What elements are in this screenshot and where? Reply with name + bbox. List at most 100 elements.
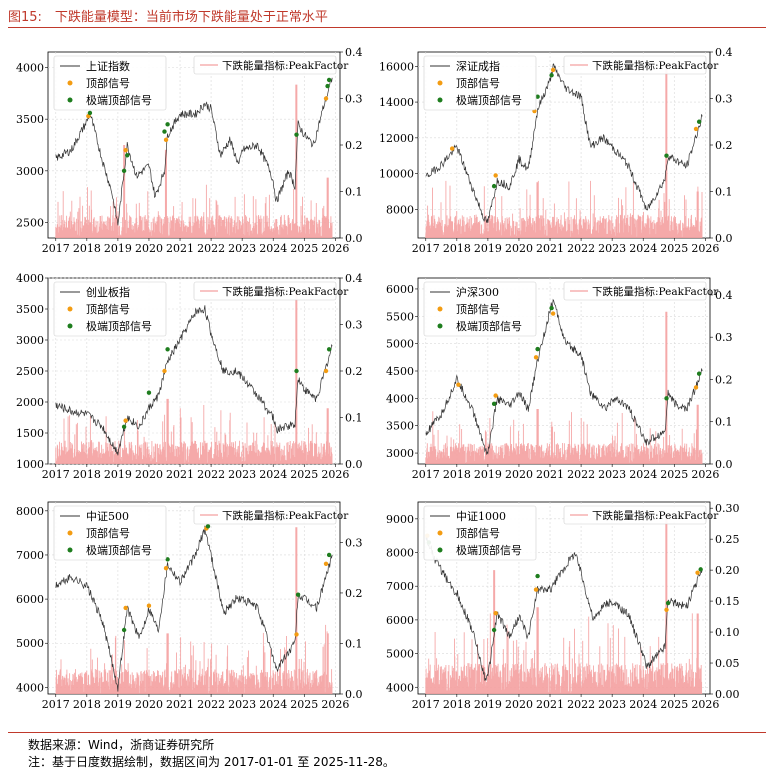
- x-tick-label: 2025: [290, 698, 318, 711]
- y2-tick-label: 0.2: [345, 587, 363, 600]
- top-signal-point: [695, 570, 700, 575]
- legend-price-label: 深证成指: [456, 59, 500, 73]
- x-tick-label: 2017: [42, 242, 70, 255]
- y-tick-label: 2500: [16, 217, 44, 230]
- x-tick-label: 2023: [228, 468, 256, 481]
- x-tick-label: 2017: [412, 698, 440, 711]
- y2-tick-label: 0.1: [715, 186, 733, 199]
- extreme-signal-point: [87, 110, 93, 116]
- legend-box: [423, 281, 537, 337]
- x-tick-label: 2017: [412, 242, 440, 255]
- x-tick-label: 2021: [536, 468, 564, 481]
- legend-price-label: 中证500: [86, 510, 129, 523]
- x-tick-label: 2025: [660, 698, 688, 711]
- y2-tick-label: 0.2: [715, 139, 733, 152]
- x-tick-label: 2026: [691, 698, 719, 711]
- extreme-signal-point: [696, 371, 702, 376]
- x-tick-label: 2023: [228, 242, 256, 255]
- x-tick-label: 2021: [166, 242, 194, 255]
- extreme-signal-point: [326, 552, 332, 558]
- x-tick-label: 2022: [567, 242, 595, 255]
- x-tick-label: 2024: [259, 468, 287, 481]
- y-tick-label: 12000: [379, 132, 414, 145]
- chart-grid: 2017 2018 2019 2020 2021 2022 2023 2024 2025 2026…: [16, 46, 740, 711]
- extreme-signal-point: [549, 73, 554, 78]
- y-tick-label: 16000: [379, 60, 414, 73]
- series-area: [55, 292, 333, 464]
- y2-tick-label: 0.20: [715, 564, 740, 577]
- legend-box-factor: [563, 281, 707, 301]
- peakfactor-bars: [425, 311, 703, 464]
- y-tick-label: 2000: [16, 396, 44, 409]
- extreme-signal-point: [121, 168, 127, 174]
- legend-box: [53, 281, 167, 337]
- y-tick-label: 8000: [386, 203, 414, 216]
- legend-price-label: 上证指数: [86, 59, 130, 73]
- y-tick-label: 5000: [386, 338, 414, 351]
- y2-tick-label: 0.4: [715, 46, 733, 59]
- top-signal-point: [146, 603, 152, 608]
- y-tick-label: 3500: [386, 420, 414, 433]
- extreme-signal-point: [326, 77, 332, 83]
- extreme-signal-point: [549, 305, 554, 311]
- chart-panel: 2017 2018 2019 2020 2021 2022 2023 2024 2025 2026…: [16, 501, 363, 711]
- legend-extreme-label: 极端顶部信号: [456, 93, 522, 107]
- series-area: [55, 77, 333, 238]
- y2-tick-label: 0.3: [345, 536, 363, 549]
- title-rule: [8, 27, 766, 28]
- top-signal-point: [533, 587, 539, 592]
- extreme-signal-point: [326, 347, 332, 352]
- x-tick-label: 2023: [598, 468, 626, 481]
- x-tick-label: 2019: [474, 468, 502, 481]
- x-tick-label: 2023: [598, 698, 626, 711]
- x-tick-label: 2018: [73, 468, 101, 481]
- extreme-signal-point: [491, 401, 497, 407]
- y-tick-label: 5000: [386, 648, 414, 661]
- legend-box-factor: [193, 505, 337, 525]
- x-tick-label: 2024: [629, 468, 657, 481]
- legend-top-swatch: [67, 306, 73, 312]
- legend-price-label: 创业板指: [86, 285, 130, 299]
- legend-extreme-swatch: [437, 547, 443, 553]
- y2-tick-label: 0.4: [715, 289, 733, 302]
- legend-box: [53, 505, 167, 561]
- x-tick-label: 2023: [228, 698, 256, 711]
- x-tick-label: 2018: [443, 242, 471, 255]
- peakfactor-bars: [425, 66, 703, 238]
- x-tick-label: 2019: [104, 698, 132, 711]
- chart-panel: 2017 2018 2019 2020 2021 2022 2023 2024 2025 2026…: [16, 46, 363, 255]
- top-signal-point: [449, 146, 455, 151]
- y2-tick-label: 0.00: [715, 688, 740, 701]
- top-signal-point: [533, 355, 539, 360]
- y-tick-label: 3000: [16, 165, 44, 178]
- extreme-signal-point: [295, 592, 301, 597]
- top-signal-point: [693, 126, 699, 132]
- y2-tick-label: 0.05: [715, 657, 740, 670]
- x-tick-label: 2025: [290, 468, 318, 481]
- extreme-signal-point: [146, 390, 152, 395]
- extreme-signal-point: [294, 368, 299, 374]
- y2-tick-label: 0.4: [345, 272, 363, 285]
- top-signal-point: [323, 368, 329, 374]
- y-tick-label: 4000: [386, 681, 414, 694]
- top-signal-point: [693, 385, 699, 390]
- top-signal-point: [323, 96, 329, 101]
- legend-box-factor: [563, 55, 707, 75]
- x-tick-label: 2024: [629, 242, 657, 255]
- x-tick-label: 2018: [443, 698, 471, 711]
- top-signal-point: [123, 147, 128, 153]
- legend-top-swatch: [437, 80, 443, 86]
- top-signal-point: [493, 393, 498, 398]
- legend-factor-label: 下跌能量指标:PeakFactor: [592, 509, 719, 522]
- y-tick-label: 7000: [16, 549, 44, 562]
- legend-extreme-label: 极端顶部信号: [86, 543, 152, 557]
- y-tick-label: 4000: [386, 392, 414, 405]
- y-tick-label: 3500: [16, 303, 44, 316]
- price-series-line: [425, 63, 703, 223]
- y-tick-label: 1000: [16, 458, 44, 471]
- x-tick-label: 2017: [42, 468, 70, 481]
- top-signal-point: [163, 137, 169, 143]
- legend-extreme-swatch: [437, 97, 443, 103]
- x-tick-label: 2017: [412, 468, 440, 481]
- top-signal-point: [162, 368, 167, 374]
